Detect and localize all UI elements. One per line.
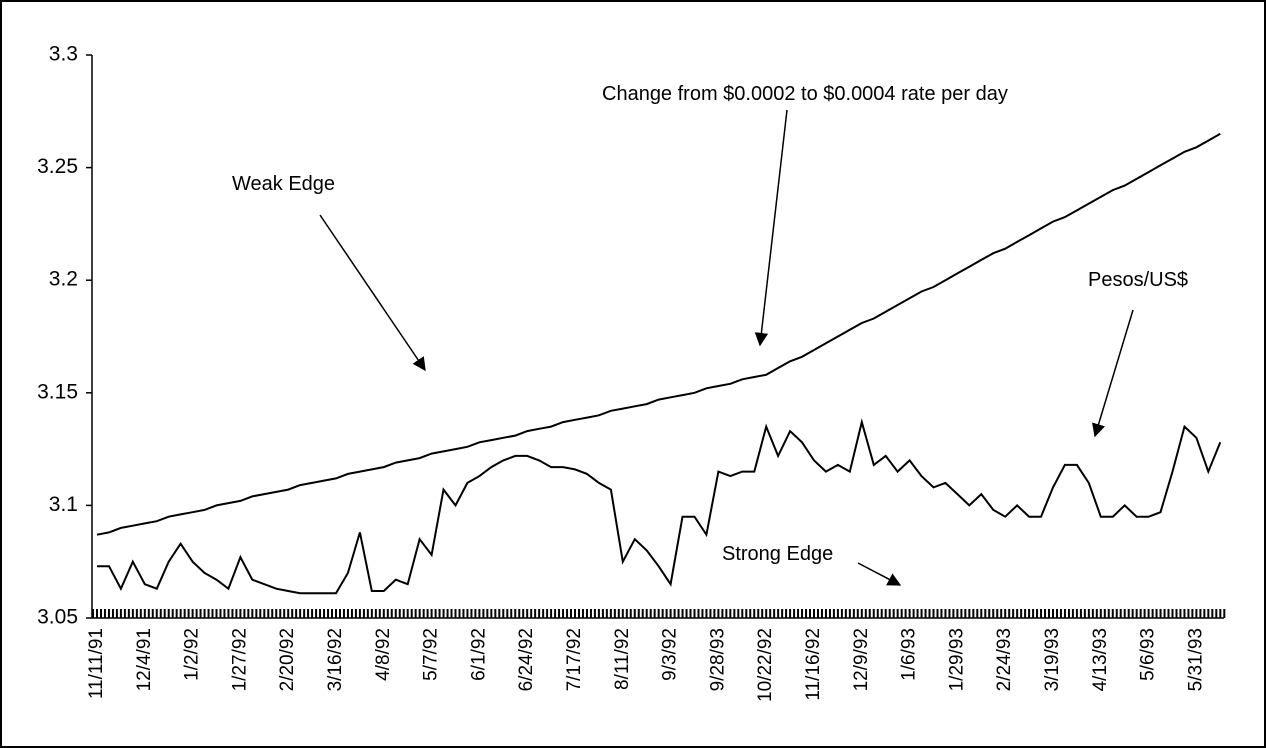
y-tick-label: 3.2 xyxy=(49,268,78,291)
series-line xyxy=(97,418,1222,595)
x-tick-label: 11/11/91 xyxy=(86,628,107,699)
x-tick-label: 3/16/92 xyxy=(325,628,346,691)
x-tick-label: 9/28/93 xyxy=(707,628,728,691)
x-tick-label: 12/9/92 xyxy=(851,628,872,691)
x-tick-label: 5/7/92 xyxy=(421,628,442,681)
annotation: Change from $0.0002 to $0.0004 rate per … xyxy=(602,83,1008,105)
annotation: Weak Edge xyxy=(232,173,335,195)
x-tick-label: 11/16/92 xyxy=(803,628,824,701)
x-tick-label: 4/13/93 xyxy=(1090,628,1111,691)
x-tick-label: 1/2/92 xyxy=(182,628,203,681)
y-tick-label: 3.1 xyxy=(49,493,78,516)
x-tick-label: 3/19/93 xyxy=(1042,628,1063,691)
x-tick-label: 2/24/93 xyxy=(994,628,1015,691)
annotation-arrow xyxy=(1092,309,1134,438)
x-tick-label: 6/24/92 xyxy=(516,628,537,691)
series-line xyxy=(96,132,1221,536)
x-tick-label: 5/31/93 xyxy=(1185,628,1206,691)
annotation-arrow xyxy=(857,562,902,586)
x-tick-label: 1/6/93 xyxy=(899,628,920,681)
annotation-arrow xyxy=(319,214,426,372)
y-tick-label: 3.05 xyxy=(37,606,78,629)
x-tick-label: 2/20/92 xyxy=(277,628,298,691)
x-tick-label: 7/17/92 xyxy=(564,628,585,691)
x-tick-label: 4/8/92 xyxy=(373,628,394,681)
x-tick-label: 1/27/92 xyxy=(229,628,250,691)
annotation: Pesos/US$ xyxy=(1088,269,1188,291)
x-tick-label: 10/22/92 xyxy=(755,628,776,702)
x-tick-label: 9/3/92 xyxy=(660,628,681,681)
annotation: Strong Edge xyxy=(722,543,833,565)
annotation-arrow xyxy=(754,109,788,347)
y-tick-label: 3.25 xyxy=(37,155,78,178)
x-tick-label: 12/4/91 xyxy=(134,628,155,691)
x-tick-label: 6/1/92 xyxy=(468,628,489,681)
y-tick-label: 3.3 xyxy=(49,43,78,66)
x-tick-label: 5/6/93 xyxy=(1138,628,1159,681)
x-tick-label: 8/11/92 xyxy=(612,628,633,690)
y-tick-label: 3.15 xyxy=(37,380,78,403)
x-tick-label: 1/29/93 xyxy=(946,628,967,691)
